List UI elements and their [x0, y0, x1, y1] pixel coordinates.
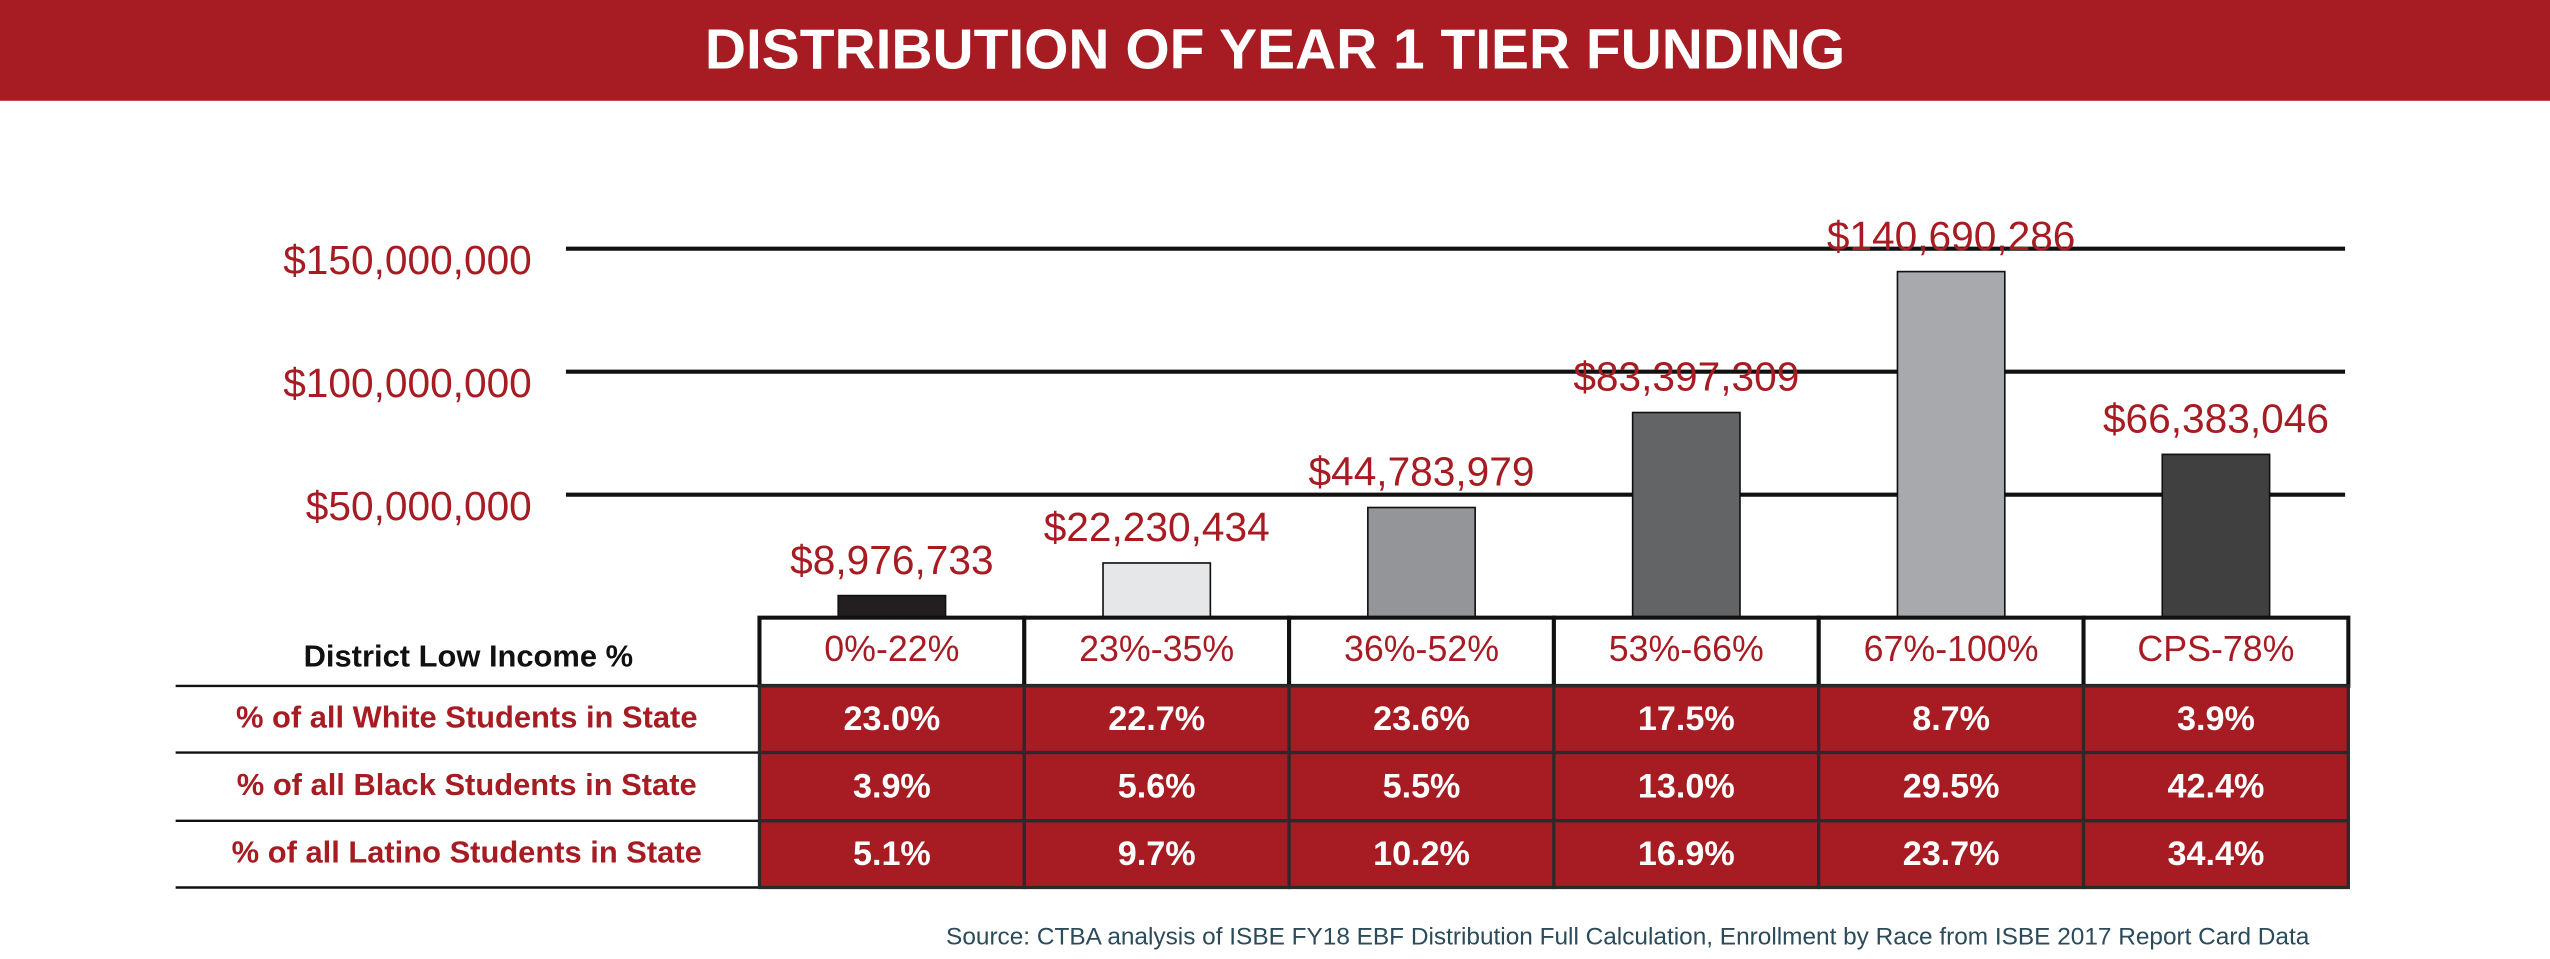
x-tick-label: 53%-66% — [1609, 629, 1764, 669]
cell-value: 5.5% — [1383, 767, 1461, 805]
cell-value: 13.0% — [1638, 767, 1735, 805]
bar — [1367, 506, 1476, 619]
table-cell — [1817, 684, 2086, 755]
header-cell — [2081, 615, 2351, 688]
table-cell — [1022, 819, 1291, 890]
table-cell — [1287, 750, 1556, 823]
chart-title: DISTRIBUTION OF YEAR 1 TIER FUNDING — [705, 18, 1845, 82]
table-cell — [2081, 684, 2350, 755]
row-label: % of all White Students in State — [236, 699, 698, 734]
value-label: $140,690,286 — [1827, 213, 2076, 259]
header-cell — [1816, 615, 2086, 688]
bar — [2161, 453, 2271, 619]
cell-value: 16.9% — [1638, 835, 1735, 873]
cell-value: 29.5% — [1903, 767, 2000, 805]
bar — [1631, 411, 1741, 619]
table-cell — [1817, 750, 2086, 823]
x-tick-label: 0%-22% — [824, 629, 959, 669]
cell-value: 10.2% — [1373, 835, 1470, 873]
x-label: District Low Income % — [304, 638, 633, 673]
row-label: % of all Latino Students in State — [232, 834, 702, 869]
row-label: % of all Black Students in State — [237, 767, 697, 802]
cell-value: 3.9% — [853, 767, 931, 805]
x-tick-label: 67%-100% — [1864, 629, 2039, 669]
table-cell — [1022, 750, 1291, 823]
table-cell — [1552, 750, 1821, 823]
table-cell — [1287, 819, 1556, 890]
cell-value: 23.6% — [1373, 700, 1470, 738]
y-tick-label: $100,000,000 — [283, 360, 532, 406]
x-tick-label: 23%-35% — [1079, 629, 1234, 669]
cell-value: 3.9% — [2177, 700, 2255, 738]
source: Source: CTBA analysis of ISBE FY18 EBF D… — [946, 923, 2310, 950]
cell-value: 23.7% — [1903, 835, 2000, 873]
x-tick-label: 36%-52% — [1344, 629, 1499, 669]
cell-value: 34.4% — [2168, 835, 2265, 873]
value-label: $66,383,046 — [2103, 396, 2329, 442]
title-bar — [0, 0, 2550, 101]
cell-value: 22.7% — [1108, 700, 1205, 738]
value-label: $83,397,309 — [1573, 354, 1799, 400]
cell-value: 5.1% — [853, 835, 931, 873]
cell-value: 8.7% — [1912, 700, 1990, 738]
x-tick-label: CPS-78% — [2137, 629, 2294, 669]
cell-value: 9.7% — [1118, 835, 1196, 873]
bar — [1102, 562, 1212, 619]
value-label: $22,230,434 — [1044, 504, 1270, 550]
table-cell — [2081, 750, 2350, 823]
value-label: $44,783,979 — [1309, 449, 1535, 495]
cell-value: 5.6% — [1118, 767, 1196, 805]
value-label: $8,976,733 — [790, 537, 993, 583]
cell-value: 23.0% — [843, 700, 940, 738]
cell-value: 42.4% — [2168, 767, 2265, 805]
table-cell — [2081, 819, 2350, 890]
bar — [837, 594, 947, 619]
table-cell — [757, 819, 1026, 890]
cell-value: 17.5% — [1638, 700, 1735, 738]
y-tick-label: $50,000,000 — [306, 483, 532, 529]
bar — [1896, 270, 2006, 619]
y-tick-label: $150,000,000 — [283, 237, 532, 283]
